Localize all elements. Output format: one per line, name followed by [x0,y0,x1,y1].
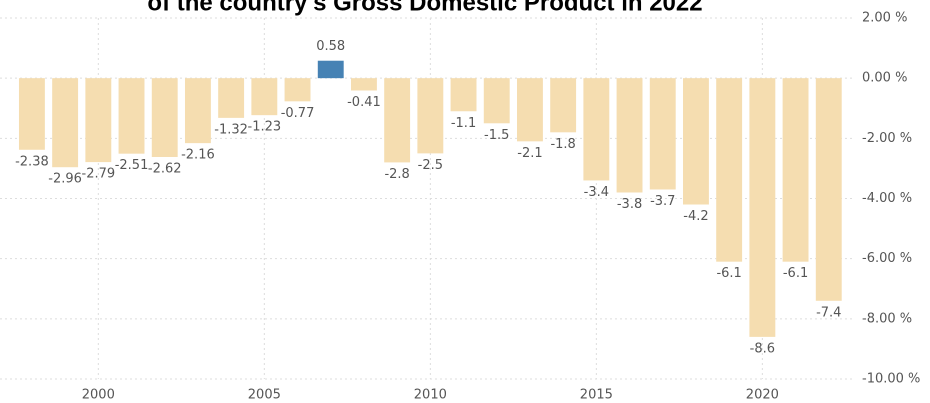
value-label: -0.77 [281,106,315,121]
value-label: -2.38 [15,154,49,169]
x-tick-label: 2000 [82,388,115,403]
value-label: -2.1 [517,146,542,161]
bar [483,78,510,124]
value-label: -1.1 [451,116,476,131]
value-label: -0.41 [347,95,381,110]
chart-title: of the country's Gross Domestic Product … [147,0,702,16]
bar [782,78,809,262]
bar [151,78,178,157]
y-tick-label: -10.00 % [862,372,920,387]
bar [450,78,477,112]
y-tick-label: -8.00 % [862,311,912,326]
x-tick-label: 2010 [414,388,447,403]
value-label: -1.23 [248,120,282,135]
bar [350,78,377,91]
value-label: -3.7 [650,194,675,209]
bar [683,78,709,205]
bar [550,78,577,133]
bar [184,78,211,144]
value-label: -3.8 [617,197,642,212]
value-label: -6.1 [783,266,808,281]
value-label: -2.79 [82,167,116,182]
bar [516,78,543,142]
bar [649,78,676,190]
bar [118,78,145,154]
bar [716,78,743,262]
bar [417,78,444,154]
y-tick-label: 0.00 % [862,71,907,86]
value-label: -6.1 [716,266,741,281]
value-label: -8.6 [750,341,775,356]
value-label: -1.5 [484,128,509,143]
bar [815,78,842,301]
value-label: -2.51 [115,158,149,173]
value-label: -2.8 [384,167,409,182]
bar [583,78,610,181]
value-label: -7.4 [816,305,841,320]
y-tick-label: -2.00 % [862,131,912,146]
bar [284,78,311,102]
bar [749,78,776,337]
value-label: -2.62 [148,161,182,176]
y-tick-label: -4.00 % [862,191,912,206]
value-label: -2.5 [418,158,443,173]
bar [18,78,45,150]
x-tick-label: 2020 [746,388,779,403]
bar [218,78,245,118]
y-tick-label: -6.00 % [862,251,912,266]
bar [384,78,411,163]
value-label: -3.4 [584,185,609,200]
bar [616,78,643,193]
value-label: -1.32 [214,122,248,137]
y-tick-label: 2.00 % [862,11,907,26]
bar [85,78,112,163]
bar [251,78,278,116]
x-tick-label: 2015 [580,388,613,403]
x-tick-label: 2005 [248,388,281,403]
value-label: -2.16 [181,148,215,163]
value-label: 0.58 [316,39,345,54]
value-label: -2.96 [48,172,82,187]
value-label: -4.2 [683,209,708,224]
value-label: -1.8 [550,137,575,152]
bar [52,78,79,168]
bar [317,60,344,79]
